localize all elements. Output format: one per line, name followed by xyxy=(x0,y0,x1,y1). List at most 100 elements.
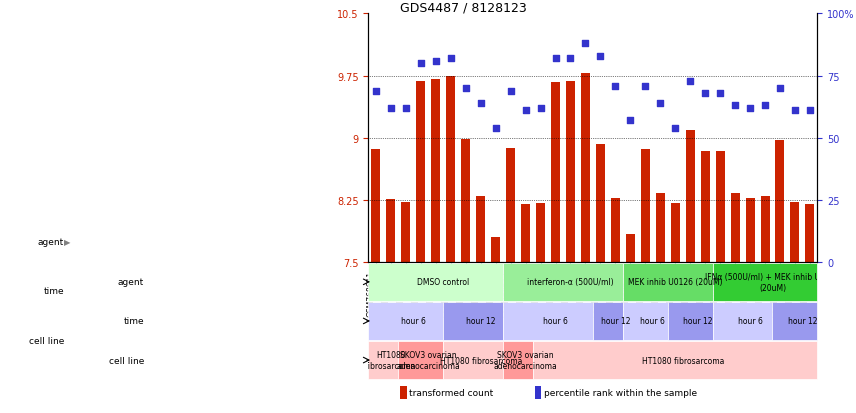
Text: cell line: cell line xyxy=(29,336,64,345)
Text: DMSO control: DMSO control xyxy=(417,278,469,287)
Bar xyxy=(656,194,665,263)
Text: hour 6: hour 6 xyxy=(738,317,763,326)
Point xyxy=(758,103,772,109)
FancyBboxPatch shape xyxy=(503,302,593,340)
Text: time: time xyxy=(44,287,64,296)
Point xyxy=(639,83,652,90)
Point xyxy=(579,41,592,47)
Point xyxy=(459,85,473,92)
Bar xyxy=(566,82,575,263)
Point xyxy=(593,53,607,60)
Point xyxy=(474,100,488,107)
Bar xyxy=(701,152,710,263)
Bar xyxy=(521,205,530,263)
Point xyxy=(369,88,383,95)
FancyBboxPatch shape xyxy=(713,263,817,301)
Text: cell line: cell line xyxy=(109,356,144,365)
FancyBboxPatch shape xyxy=(398,342,443,379)
Point xyxy=(788,108,802,114)
Bar xyxy=(626,235,635,263)
Text: MEK inhib U0126 (20uM): MEK inhib U0126 (20uM) xyxy=(628,278,722,287)
Point xyxy=(384,105,398,112)
Text: HT1080
fibrosarcoma: HT1080 fibrosarcoma xyxy=(366,351,416,370)
Text: HT1080 fibrosarcoma: HT1080 fibrosarcoma xyxy=(641,356,724,365)
FancyBboxPatch shape xyxy=(368,263,503,301)
FancyBboxPatch shape xyxy=(533,342,817,379)
FancyBboxPatch shape xyxy=(623,302,668,340)
Text: hour 12: hour 12 xyxy=(683,317,712,326)
Text: hour 6: hour 6 xyxy=(401,317,425,326)
Bar xyxy=(686,130,695,263)
Point xyxy=(773,85,787,92)
Point xyxy=(489,125,502,132)
Bar xyxy=(534,386,541,399)
Bar xyxy=(551,83,560,263)
Point xyxy=(623,118,637,124)
Point xyxy=(429,58,443,65)
Point xyxy=(683,78,697,85)
Bar xyxy=(536,203,545,263)
Bar xyxy=(760,197,770,263)
Bar xyxy=(596,144,605,263)
Text: hour 6: hour 6 xyxy=(543,317,568,326)
FancyBboxPatch shape xyxy=(503,342,533,379)
Text: SKOV3 ovarian
adenocarcinoma: SKOV3 ovarian adenocarcinoma xyxy=(494,351,557,370)
Text: agent: agent xyxy=(38,237,64,246)
Bar xyxy=(446,76,455,263)
Text: GDS4487 / 8128123: GDS4487 / 8128123 xyxy=(400,1,526,14)
Bar xyxy=(581,74,590,263)
Point xyxy=(713,90,727,97)
FancyBboxPatch shape xyxy=(593,302,623,340)
Text: SKOV3 ovarian
adenocarcinoma: SKOV3 ovarian adenocarcinoma xyxy=(396,351,461,370)
Bar xyxy=(671,203,680,263)
FancyBboxPatch shape xyxy=(443,342,503,379)
Bar xyxy=(731,194,740,263)
Bar xyxy=(400,386,407,399)
Point xyxy=(728,103,742,109)
Point xyxy=(609,83,622,90)
Bar xyxy=(716,152,725,263)
Text: agent: agent xyxy=(118,278,144,287)
FancyBboxPatch shape xyxy=(443,302,503,340)
Point xyxy=(563,56,577,62)
FancyBboxPatch shape xyxy=(668,302,713,340)
Point xyxy=(743,105,757,112)
Bar xyxy=(805,205,814,263)
Bar xyxy=(416,82,425,263)
FancyBboxPatch shape xyxy=(368,302,443,340)
Bar xyxy=(431,80,440,263)
Text: hour 12: hour 12 xyxy=(601,317,630,326)
Point xyxy=(698,90,712,97)
Bar xyxy=(776,141,784,263)
Text: IFNα (500U/ml) + MEK inhib U0126
(20uM): IFNα (500U/ml) + MEK inhib U0126 (20uM) xyxy=(705,273,840,292)
Point xyxy=(533,105,547,112)
Bar xyxy=(401,202,410,263)
Point xyxy=(669,125,682,132)
Bar xyxy=(476,197,485,263)
Point xyxy=(444,56,458,62)
Text: hour 6: hour 6 xyxy=(640,317,665,326)
Bar xyxy=(611,199,620,263)
Bar xyxy=(461,140,470,263)
Point xyxy=(399,105,413,112)
FancyBboxPatch shape xyxy=(713,302,772,340)
Text: transformed count: transformed count xyxy=(409,388,493,397)
FancyBboxPatch shape xyxy=(503,263,623,301)
Bar xyxy=(386,200,395,263)
Bar xyxy=(641,149,650,263)
FancyBboxPatch shape xyxy=(623,263,713,301)
Text: hour 12: hour 12 xyxy=(788,317,817,326)
Text: ▶: ▶ xyxy=(64,237,71,246)
Bar xyxy=(372,149,380,263)
Point xyxy=(653,100,667,107)
Text: interferon-α (500U/ml): interferon-α (500U/ml) xyxy=(527,278,614,287)
Bar xyxy=(506,148,515,263)
Text: percentile rank within the sample: percentile rank within the sample xyxy=(544,388,697,397)
Point xyxy=(414,61,428,67)
Bar xyxy=(746,199,754,263)
Text: time: time xyxy=(123,317,144,326)
FancyBboxPatch shape xyxy=(772,302,817,340)
Point xyxy=(803,108,817,114)
Point xyxy=(504,88,518,95)
Text: hour 12: hour 12 xyxy=(466,317,496,326)
